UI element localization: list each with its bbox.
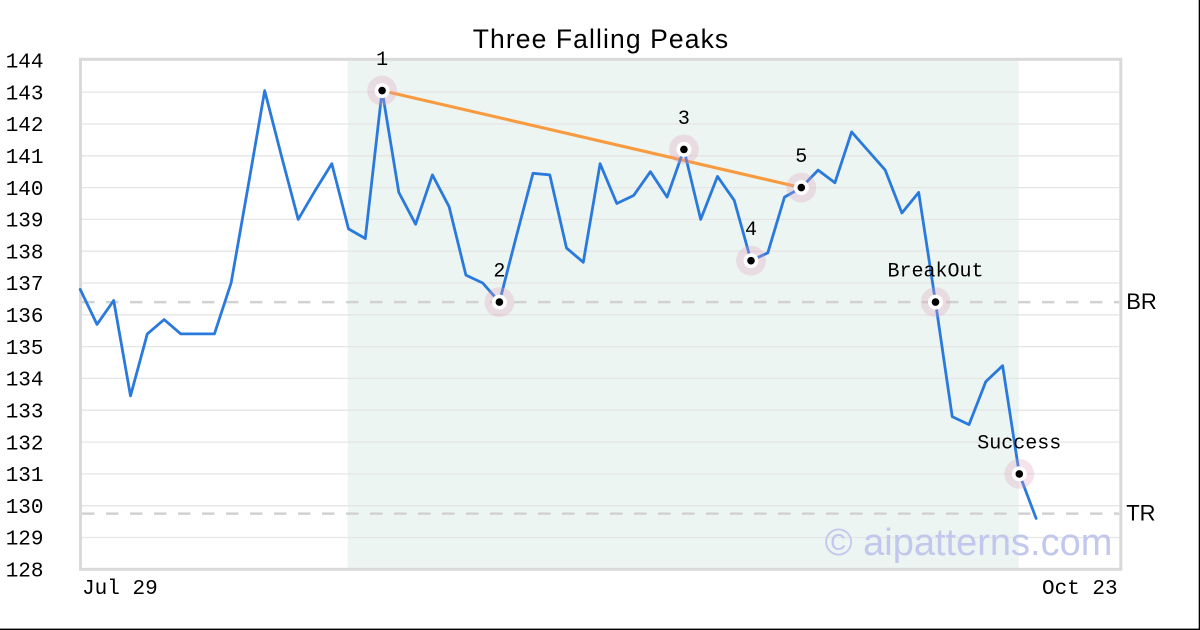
svg-text:139: 139 [6,211,44,234]
svg-text:143: 143 [6,83,44,106]
svg-text:134: 134 [6,370,44,393]
svg-text:131: 131 [6,465,44,488]
svg-text:Three Falling Peaks: Three Falling Peaks [473,24,730,54]
svg-text:140: 140 [6,179,44,202]
svg-text:1: 1 [376,49,388,72]
svg-text:137: 137 [6,274,44,297]
svg-text:130: 130 [6,497,44,520]
svg-text:BreakOut: BreakOut [887,261,983,284]
svg-text:128: 128 [6,561,44,584]
svg-text:3: 3 [678,108,690,131]
svg-text:2: 2 [493,261,505,284]
svg-text:133: 133 [6,401,44,424]
svg-text:136: 136 [6,306,44,329]
svg-text:132: 132 [6,433,44,456]
svg-text:129: 129 [6,529,44,552]
svg-text:Jul 29: Jul 29 [82,578,158,601]
svg-text:TR: TR [1126,500,1155,525]
svg-text:Success: Success [977,432,1061,455]
svg-text:141: 141 [6,147,44,170]
svg-text:Oct 23: Oct 23 [1042,578,1118,601]
svg-text:135: 135 [6,338,44,361]
svg-text:138: 138 [6,242,44,265]
svg-text:144: 144 [6,52,44,75]
svg-text:BR: BR [1126,289,1157,314]
svg-text:4: 4 [745,219,757,242]
svg-text:© aipatterns.com: © aipatterns.com [825,522,1113,564]
svg-text:5: 5 [795,146,807,169]
svg-text:142: 142 [6,115,44,138]
